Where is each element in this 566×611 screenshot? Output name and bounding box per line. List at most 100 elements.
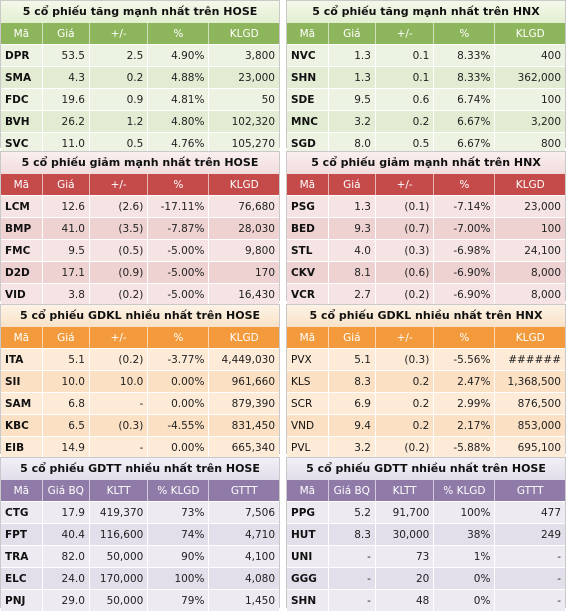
panel-title: 5 cổ phiếu GDKL nhiều nhất trên HNX <box>287 305 565 327</box>
percent-cell: 38% <box>434 523 496 545</box>
price-cell: 3.2 <box>328 436 376 458</box>
change-cell: - <box>89 436 149 458</box>
stock-table: Mã Giá +/-% KLGD PVX 5.1 (0.3) -5.56% ###### KLS 8… <box>287 327 565 458</box>
percent-cell: 0.00% <box>148 392 210 414</box>
percent-cell: 4.88% <box>148 66 210 88</box>
symbol-cell: GGG <box>287 567 329 589</box>
price-cell: 9.5 <box>328 88 376 110</box>
table-row: NVC 1.3 0.1 8.33% 400 <box>287 44 565 66</box>
table-row: TRA 82.0 50,000 90% 4,100 <box>1 545 279 567</box>
panel-title: 5 cổ phiếu GDTT nhiều nhất trên HOSE <box>287 458 565 480</box>
change-cell: (0.6) <box>375 261 435 283</box>
volume-cell: 28,030 <box>209 217 279 239</box>
change-cell: 170,000 <box>89 567 149 589</box>
volume-cell: 400 <box>495 44 565 66</box>
column-header: Giá <box>328 174 376 195</box>
column-header: Giá BQ <box>42 480 90 501</box>
column-header: +/- <box>89 327 149 348</box>
table-header-row: Mã Giá +/-% KLGD <box>1 327 279 348</box>
column-header: KLGD <box>209 327 279 348</box>
change-cell: (0.2) <box>89 283 149 305</box>
percent-cell: 90% <box>148 545 210 567</box>
table-row: ELC 24.0 170,000 100% 4,080 <box>1 567 279 589</box>
column-header: % <box>434 23 496 44</box>
percent-cell: -7.14% <box>434 195 496 217</box>
volume-cell: 3,800 <box>209 44 279 66</box>
table-row: PVL 3.2 (0.2) -5.88% 695,100 <box>287 436 565 458</box>
column-header: KLTT <box>375 480 435 501</box>
change-cell: 0.9 <box>89 88 149 110</box>
symbol-cell: PNJ <box>1 589 43 611</box>
percent-cell: 4.90% <box>148 44 210 66</box>
table-row: BED 9.3 (0.7) -7.00% 100 <box>287 217 565 239</box>
volume-cell: - <box>495 545 565 567</box>
change-cell: (0.1) <box>375 195 435 217</box>
table-row: D2D 17.1 (0.9) -5.00% 170 <box>1 261 279 283</box>
change-cell: (0.2) <box>89 348 149 370</box>
price-cell: 8.3 <box>328 523 376 545</box>
price-cell: - <box>328 567 376 589</box>
column-header: Giá <box>42 327 90 348</box>
column-header: KLGD <box>495 327 565 348</box>
column-header: Mã <box>287 327 329 348</box>
table-row: FDC 19.6 0.9 4.81% 50 <box>1 88 279 110</box>
table-row: GGG -20 0% - <box>287 567 565 589</box>
percent-cell: 4.80% <box>148 110 210 132</box>
panel-title: 5 cổ phiếu tăng mạnh nhất trên HOSE <box>1 1 279 23</box>
symbol-cell: ELC <box>1 567 43 589</box>
stock-table: Mã Giá +/-% KLGD DPR 53.5 2.5 4.90% 3,800 SMA 4.3 0… <box>1 23 279 154</box>
column-header: Mã <box>1 174 43 195</box>
percent-cell: -7.87% <box>148 217 210 239</box>
column-header: Mã <box>287 480 329 501</box>
percent-cell: 0% <box>434 567 496 589</box>
price-cell: 14.9 <box>42 436 90 458</box>
column-header: KLTT <box>89 480 149 501</box>
percent-cell: -6.98% <box>434 239 496 261</box>
symbol-cell: STL <box>287 239 329 261</box>
symbol-cell: TRA <box>1 545 43 567</box>
table-row: SHN -48 0% - <box>287 589 565 611</box>
percent-cell: 0.00% <box>148 370 210 392</box>
change-cell: 2.5 <box>89 44 149 66</box>
price-cell: 19.6 <box>42 88 90 110</box>
volume-cell: 249 <box>495 523 565 545</box>
volume-cell: - <box>495 567 565 589</box>
symbol-cell: DPR <box>1 44 43 66</box>
volume-cell: 1,450 <box>209 589 279 611</box>
table-row: UNI -73 1% - <box>287 545 565 567</box>
change-cell: 0.2 <box>375 392 435 414</box>
percent-cell: -5.00% <box>148 283 210 305</box>
change-cell: 0.5 <box>89 132 149 154</box>
column-header: KLGD <box>209 23 279 44</box>
price-cell: 12.6 <box>42 195 90 217</box>
volume-cell: 879,390 <box>209 392 279 414</box>
percent-cell: 8.33% <box>434 66 496 88</box>
price-cell: 6.5 <box>42 414 90 436</box>
table-row: SII 10.0 10.0 0.00% 961,660 <box>1 370 279 392</box>
price-cell: 17.9 <box>42 501 90 523</box>
change-cell: - <box>89 392 149 414</box>
price-cell: 29.0 <box>42 589 90 611</box>
symbol-cell: KBC <box>1 414 43 436</box>
table-row: VND 9.4 0.2 2.17% 853,000 <box>287 414 565 436</box>
column-header: KLGD <box>209 174 279 195</box>
panel-top-losers-hnx: 5 cổ phiếu giảm mạnh nhất trên HNX Mã Giá +… <box>286 151 566 305</box>
change-cell: 116,600 <box>89 523 149 545</box>
symbol-cell: UNI <box>287 545 329 567</box>
stock-table: Mã Giá +/-% KLGD LCM 12.6 (2.6) -17.11% 76,680 BM… <box>1 174 279 305</box>
panel-top-volume-hose: 5 cổ phiếu GDKL nhiều nhất trên HOSE Mã Gi… <box>0 304 280 458</box>
table-row: HUT 8.3 30,000 38% 249 <box>287 523 565 545</box>
percent-cell: -3.77% <box>148 348 210 370</box>
column-header: GTTT <box>495 480 565 501</box>
symbol-cell: PPG <box>287 501 329 523</box>
column-header: Giá <box>42 174 90 195</box>
symbol-cell: MNC <box>287 110 329 132</box>
volume-cell: 961,660 <box>209 370 279 392</box>
percent-cell: 8.33% <box>434 44 496 66</box>
price-cell: 9.5 <box>42 239 90 261</box>
volume-cell: 695,100 <box>495 436 565 458</box>
volume-cell: 100 <box>495 217 565 239</box>
panel-top-gainers-hose: 5 cổ phiếu tăng mạnh nhất trên HOSE Mã Giá… <box>0 0 280 154</box>
price-cell: 1.3 <box>328 66 376 88</box>
